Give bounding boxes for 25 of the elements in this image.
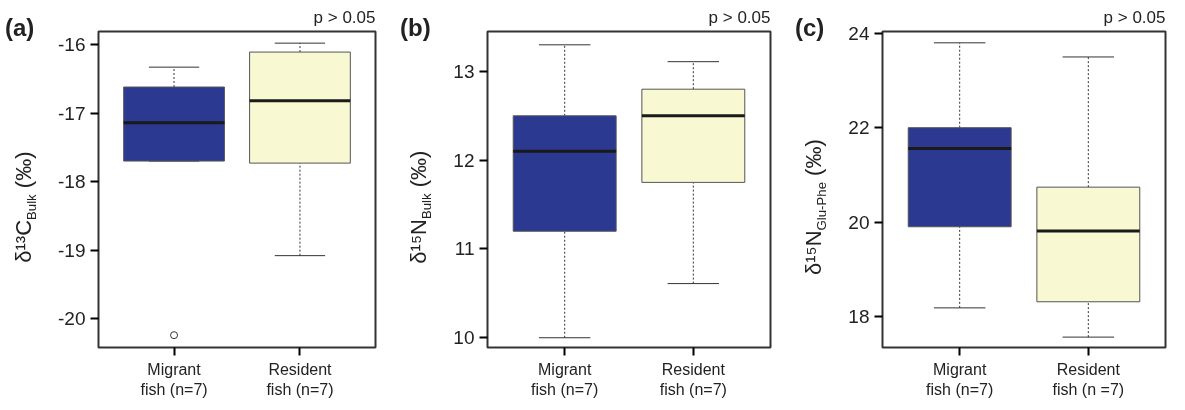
x-tick-label: Migrant fish (n=7): [926, 360, 994, 398]
chart-title: (b): [400, 13, 431, 43]
x-tick-label: Resident fish (n=7): [659, 360, 727, 398]
y-tick-label: 22: [848, 117, 870, 139]
text: p > 0.05: [708, 7, 771, 27]
y-tick-label: -18: [58, 171, 86, 193]
y-tick-label: 11: [454, 238, 475, 260]
y-tick-label: 10: [453, 327, 475, 349]
y-tick-label: 20: [848, 211, 870, 233]
chart-title: (a): [5, 13, 35, 43]
y-tick-label: -19: [58, 239, 86, 261]
x-tick-label: Resident fish (n =7): [1052, 360, 1125, 398]
chart-title: (c): [795, 13, 825, 43]
text: p > 0.05: [313, 7, 376, 27]
y-tick-label: 12: [453, 149, 475, 171]
x-tick-label: Resident fish (n=7): [266, 360, 334, 398]
x-tick-label: Migrant fish (n=7): [140, 360, 208, 398]
x-tick-label: Migrant fish (n=7): [531, 360, 599, 398]
y-tick-label: -16: [58, 34, 86, 56]
y-tick-label: -20: [58, 308, 86, 330]
y-tick-label: 13: [453, 60, 475, 82]
text: p > 0.05: [1103, 7, 1166, 27]
y-tick-label: 24: [848, 22, 870, 44]
y-tick-label: -17: [58, 102, 86, 124]
y-tick-label: 18: [848, 305, 870, 327]
